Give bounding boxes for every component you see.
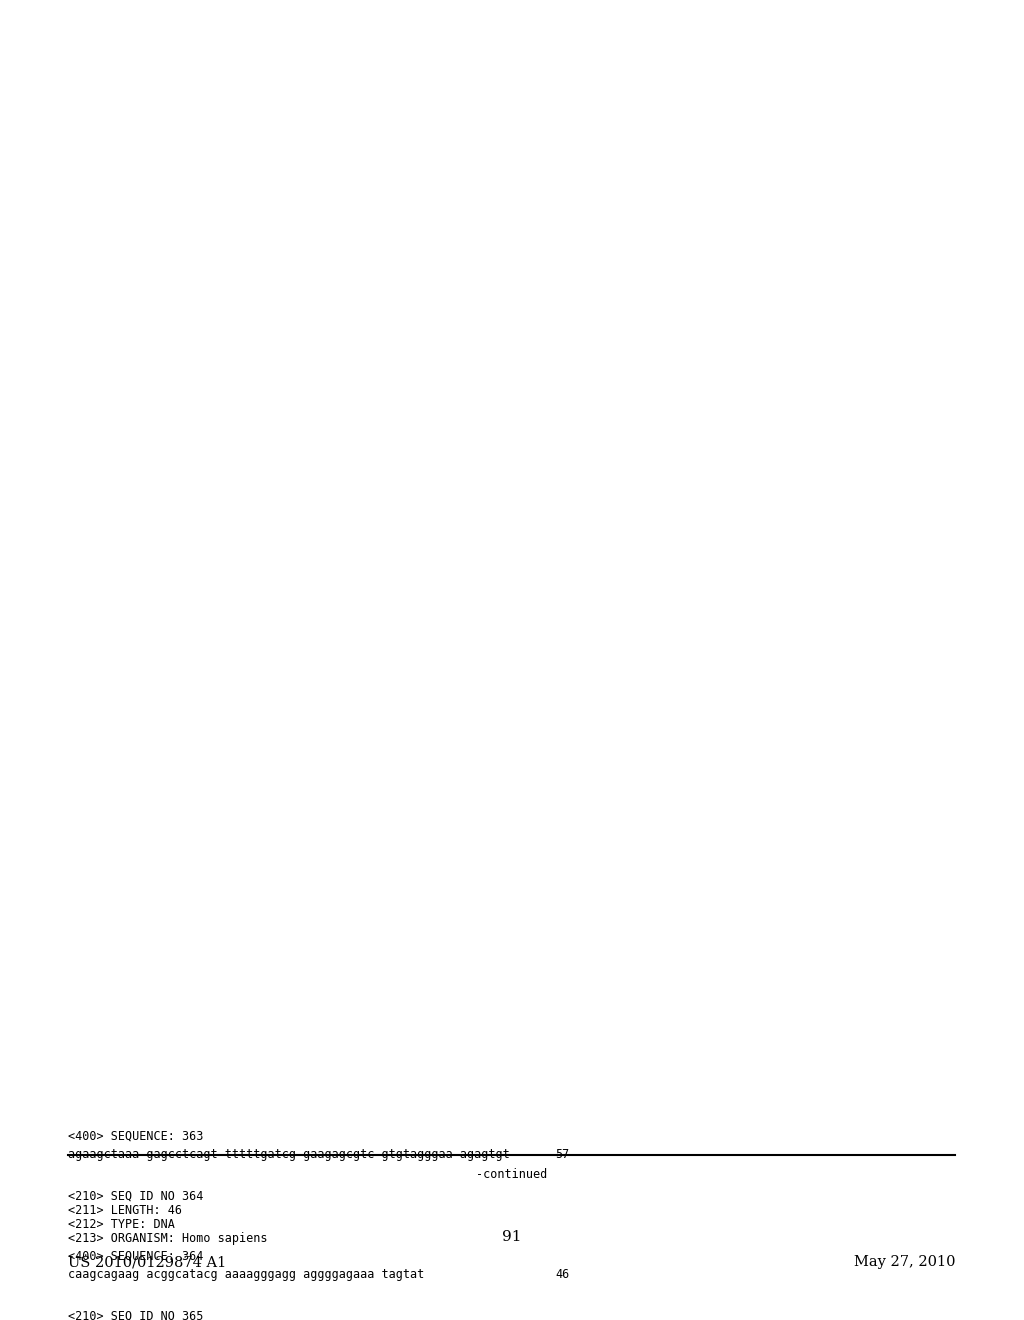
Text: <213> ORGANISM: Homo sapiens: <213> ORGANISM: Homo sapiens (68, 1232, 267, 1245)
Text: agaagctaaa gagcctcagt tttttgatcg gaagagcgtc gtgtagggaa agagtgt: agaagctaaa gagcctcagt tttttgatcg gaagagc… (68, 1148, 510, 1162)
Text: US 2010/0129874 A1: US 2010/0129874 A1 (68, 1255, 226, 1269)
Text: -continued: -continued (476, 1168, 548, 1181)
Text: <212> TYPE: DNA: <212> TYPE: DNA (68, 1218, 175, 1232)
Text: <210> SEQ ID NO 365: <210> SEQ ID NO 365 (68, 1309, 204, 1320)
Text: 57: 57 (555, 1148, 569, 1162)
Text: 91: 91 (502, 1230, 522, 1243)
Text: 46: 46 (555, 1269, 569, 1280)
Text: May 27, 2010: May 27, 2010 (853, 1255, 955, 1269)
Text: <400> SEQUENCE: 363: <400> SEQUENCE: 363 (68, 1130, 204, 1143)
Text: <400> SEQUENCE: 364: <400> SEQUENCE: 364 (68, 1250, 204, 1263)
Text: <211> LENGTH: 46: <211> LENGTH: 46 (68, 1204, 182, 1217)
Text: caagcagaag acggcatacg aaaagggagg aggggagaaa tagtat: caagcagaag acggcatacg aaaagggagg aggggag… (68, 1269, 424, 1280)
Text: <210> SEQ ID NO 364: <210> SEQ ID NO 364 (68, 1191, 204, 1203)
